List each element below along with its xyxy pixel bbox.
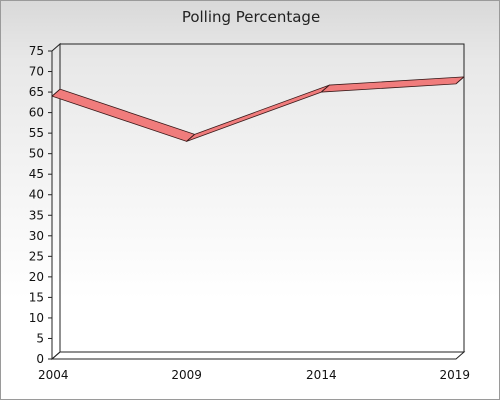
back-wall xyxy=(59,43,465,353)
y-tick-label: 75 xyxy=(29,44,44,58)
series-ribbon-segment xyxy=(320,76,465,93)
y-tick-label: 65 xyxy=(29,85,44,99)
series-group xyxy=(51,76,465,142)
x-tick-label: 2009 xyxy=(171,368,202,382)
y-tick-label: 60 xyxy=(29,106,44,120)
x-axis-tick-labels: 2004 2009 2014 2019 xyxy=(38,368,470,382)
y-axis-tick-labels: 0 5 10 15 20 25 30 35 40 45 50 55 60 65 70 75 xyxy=(29,44,52,366)
y-tick-label: 35 xyxy=(29,208,44,222)
y-tick-label: 10 xyxy=(29,311,44,325)
y-tick-label: 0 xyxy=(36,352,44,366)
series-ribbon-segment xyxy=(51,88,196,142)
y-tick-label: 40 xyxy=(29,188,44,202)
x-tick-label: 2004 xyxy=(38,368,69,382)
x-tick-label: 2014 xyxy=(306,368,337,382)
data-point xyxy=(455,76,465,85)
y-tick-label: 50 xyxy=(29,147,44,161)
y-tick-label: 70 xyxy=(29,65,44,79)
y-tick-label: 15 xyxy=(29,290,44,304)
y-tick-label: 30 xyxy=(29,229,44,243)
floor xyxy=(50,351,466,360)
y-tick-label: 5 xyxy=(36,331,44,345)
chart-walls xyxy=(50,42,466,361)
x-tick-label: 2019 xyxy=(439,368,470,382)
series-ribbon-segment xyxy=(186,84,330,142)
chart-title: Polling Percentage xyxy=(181,8,321,26)
data-point xyxy=(321,84,330,93)
data-point xyxy=(186,134,195,142)
y-tick-label: 25 xyxy=(29,249,44,263)
y-tick-label: 55 xyxy=(29,126,44,140)
y-tick-label: 45 xyxy=(29,167,44,181)
y-tick-label: 20 xyxy=(29,270,44,284)
data-point xyxy=(51,88,61,97)
